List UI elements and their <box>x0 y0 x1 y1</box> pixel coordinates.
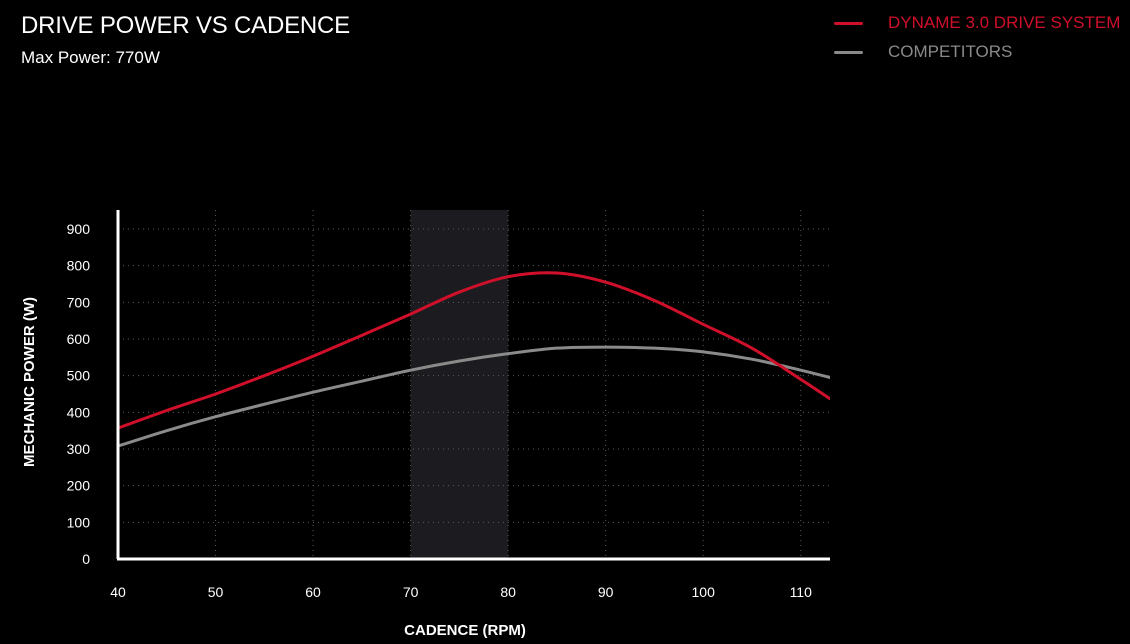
y-tick-label-500: 500 <box>67 368 91 384</box>
y-tick-label-200: 200 <box>67 478 91 494</box>
y-tick-label-700: 700 <box>67 294 91 310</box>
y-tick-label-0: 0 <box>82 551 90 567</box>
legend-swatch-competitors <box>834 50 863 54</box>
legend-label-competitors: COMPETITORS <box>888 42 1013 61</box>
series-line-dyname <box>118 271 830 430</box>
highlight-band <box>410 210 509 559</box>
y-tick-label-300: 300 <box>67 441 91 457</box>
y-axis-title: MECHANIC POWER (W) <box>21 297 38 467</box>
legend-swatch-dyname <box>834 21 863 25</box>
y-tick-label-900: 900 <box>67 221 91 237</box>
y-tick-label-800: 800 <box>67 258 91 274</box>
x-tick-label-110: 110 <box>790 584 813 600</box>
max-power-subtitle: Max Power: 770W <box>21 48 160 67</box>
x-tick-label-70: 70 <box>403 584 419 600</box>
chart-legend: DYNAME 3.0 DRIVE SYSTEM COMPETITORS <box>834 12 1120 70</box>
y-tick-label-400: 400 <box>67 404 91 420</box>
x-tick-label-60: 60 <box>305 584 321 600</box>
x-axis-title: CADENCE (RPM) <box>404 622 526 639</box>
x-tick-label-100: 100 <box>692 584 716 600</box>
x-tick-label-80: 80 <box>500 584 516 600</box>
x-tick-label-90: 90 <box>598 584 614 600</box>
x-tick-label-50: 50 <box>208 584 224 600</box>
legend-item-competitors[interactable]: COMPETITORS <box>834 41 1120 63</box>
page-title: DRIVE POWER VS CADENCE <box>21 12 350 39</box>
y-tick-label-600: 600 <box>67 331 91 347</box>
legend-label-dyname: DYNAME 3.0 DRIVE SYSTEM <box>888 13 1121 32</box>
y-tick-label-100: 100 <box>67 514 91 530</box>
series-line-competitors <box>118 345 830 448</box>
legend-item-dyname[interactable]: DYNAME 3.0 DRIVE SYSTEM <box>834 12 1120 34</box>
x-tick-label-40: 40 <box>110 584 126 600</box>
